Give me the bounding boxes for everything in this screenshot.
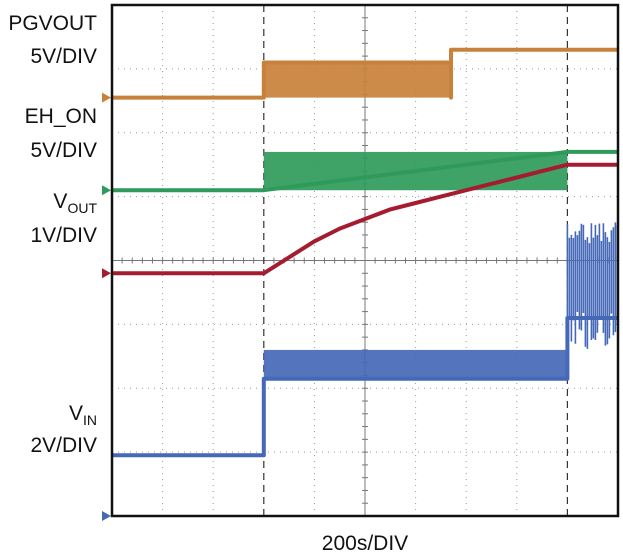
vout-ground-marker bbox=[102, 268, 111, 278]
time-scale-label: 200s/DIV bbox=[322, 532, 408, 555]
vin-ground-marker bbox=[102, 511, 111, 521]
pgvout-noise-band bbox=[264, 62, 451, 97]
pgvout-scale-label: 5V/DIV bbox=[30, 45, 97, 68]
vin-noise-band bbox=[264, 350, 568, 379]
ground-markers bbox=[102, 93, 111, 521]
vin-scale-label: 2V/DIV bbox=[30, 434, 97, 457]
vout-label: VOUT bbox=[53, 190, 97, 216]
ehon-label: EH_ON bbox=[25, 105, 97, 128]
vout-label-subscript: OUT bbox=[67, 200, 97, 216]
vout-scale-label: 1V/DIV bbox=[30, 224, 97, 247]
vin-label-main: V bbox=[69, 402, 83, 425]
vin-label-subscript: IN bbox=[83, 412, 97, 428]
pgvout-label: PGVOUT bbox=[8, 12, 97, 35]
vin-noise-tail bbox=[567, 222, 617, 348]
vout-label-main: V bbox=[53, 190, 67, 213]
vin-label: VIN bbox=[69, 402, 97, 428]
pgvout-ground-marker bbox=[102, 93, 111, 103]
ehon-scale-label: 5V/DIV bbox=[30, 139, 97, 162]
eh_on-ground-marker bbox=[102, 185, 111, 195]
